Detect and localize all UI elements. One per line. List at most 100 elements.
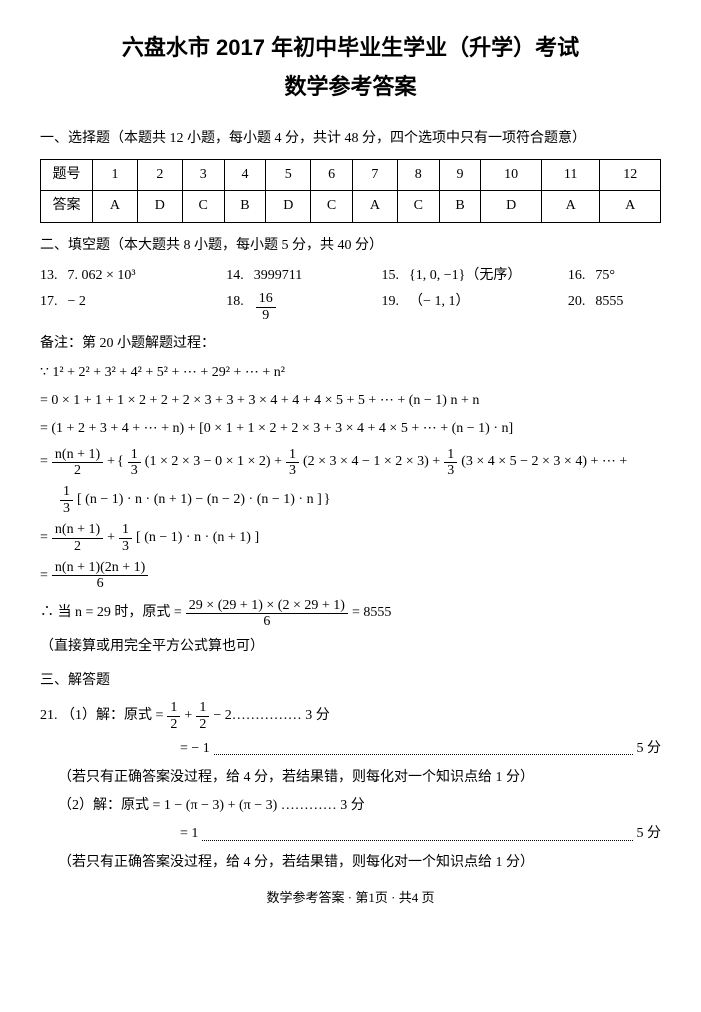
mc-ans: A	[93, 191, 138, 222]
fill-row-1: 13. 7. 062 × 10³ 14. 3999711 15. {1, 0, −1}…	[40, 265, 661, 287]
multiple-choice-table: 题号 1 2 3 4 5 6 7 8 9 10 11 12 答案 A D C B…	[40, 159, 661, 223]
math-step: = n(n + 1)(2n + 1) 6	[40, 560, 661, 592]
q21-2-result-row: = 1 5 分	[40, 823, 661, 845]
fill-no: 20.	[568, 291, 586, 323]
page-footer: 数学参考答案 · 第1页 · 共4 页	[40, 888, 661, 909]
mc-num: 11	[541, 159, 599, 190]
mc-num: 4	[224, 159, 266, 190]
frac-num: 1	[286, 447, 299, 463]
grading-rule: （若只有正确答案没过程，给 4 分，若结果错，则每化对一个知识点给 1 分）	[40, 852, 661, 874]
lbrace: {	[117, 451, 124, 473]
math-step: = n(n + 1) 2 + 1 3 [ (n − 1) · n · (n + …	[40, 522, 661, 554]
fill-no: 19.	[382, 291, 400, 323]
fill-row-2: 17. − 2 18. 16 9 19. （− 1, 1） 20. 8555	[40, 291, 661, 323]
frac-num: 16	[256, 291, 276, 307]
fill-ans-frac: 16 9	[256, 291, 276, 323]
frac-num: n(n + 1)	[52, 522, 103, 538]
frac-den: 6	[94, 576, 107, 591]
mc-num: 5	[266, 159, 311, 190]
mc-ans: C	[311, 191, 353, 222]
frac-den: 3	[60, 501, 73, 516]
q21-1-line: 21. （1）解：原式 = 1 2 + 1 2 − 2…………… 3 分	[40, 700, 661, 732]
term: (3 × 4 × 5 − 2 × 3 × 4) + ⋯ +	[461, 451, 627, 473]
math-step: = 0 × 1 + 1 + 1 × 2 + 2 + 2 × 3 + 3 + 3 …	[40, 390, 661, 412]
math-step: 1 3 [ (n − 1) · n · (n + 1) − (n − 2) · …	[40, 484, 661, 516]
mc-ans: D	[137, 191, 182, 222]
fill-ans: {1, 0, −1}（无序）	[409, 265, 521, 287]
math-step: ∵ 1² + 2² + 3² + 4² + 5² + ⋯ + 29² + ⋯ +…	[40, 362, 661, 384]
term: [ (n − 1) · n · (n + 1) − (n − 2) · (n −…	[77, 489, 322, 511]
fill-ans: 8555	[595, 291, 623, 323]
math-step: = (1 + 2 + 3 + 4 + ⋯ + n) + [0 × 1 + 1 ×…	[40, 418, 661, 440]
eq-sign: =	[40, 451, 48, 473]
section-1-heading: 一、选择题（本题共 12 小题，每小题 4 分，共计 48 分，四个选项中只有一…	[40, 128, 661, 150]
mc-ans: D	[266, 191, 311, 222]
fraction: 1 3	[128, 447, 141, 479]
fill-no: 14.	[226, 265, 244, 287]
frac-num: n(n + 1)(2n + 1)	[52, 560, 148, 576]
fill-no: 13.	[40, 265, 58, 287]
fraction: 1 2	[196, 700, 209, 732]
title-line-1: 六盘水市 2017 年初中毕业生学业（升学）考试	[40, 30, 661, 65]
mc-num: 2	[137, 159, 182, 190]
fraction: 1 3	[119, 522, 132, 554]
mc-ans: C	[182, 191, 224, 222]
q21-2-result: = 1	[40, 823, 198, 845]
mc-num: 10	[481, 159, 542, 190]
result: = 8555	[352, 602, 391, 624]
fill-ans: 7. 062 × 10³	[68, 265, 136, 287]
fraction: 1 3	[286, 447, 299, 479]
frac-num: 1	[167, 700, 180, 716]
fraction: n(n + 1) 2	[52, 522, 103, 554]
mc-ans: A	[352, 191, 397, 222]
eq-sign: =	[40, 527, 48, 549]
grading-rule: （若只有正确答案没过程，给 4 分，若结果错，则每化对一个知识点给 1 分）	[40, 767, 661, 789]
math-step: = n(n + 1) 2 + { 1 3 (1 × 2 × 3 − 0 × 1 …	[40, 447, 661, 479]
mc-num: 9	[439, 159, 481, 190]
q21-1-prefix: 21. （1）解：原式 =	[40, 705, 163, 727]
fraction: n(n + 1)(2n + 1) 6	[52, 560, 148, 592]
dots-line	[214, 743, 633, 755]
plus-sign: +	[107, 451, 115, 473]
term: (1 × 2 × 3 − 0 × 1 × 2) +	[145, 451, 282, 473]
mc-num: 8	[397, 159, 439, 190]
rbrace: }	[324, 489, 331, 511]
mc-ans: C	[397, 191, 439, 222]
frac-num: 1	[119, 522, 132, 538]
fill-ans: 75°	[595, 265, 615, 287]
mc-row-label: 题号	[41, 159, 93, 190]
fill-no: 15.	[382, 265, 400, 287]
math-step: ∴ 当 n = 29 时，原式 = 29 × (29 + 1) × (2 × 2…	[40, 598, 661, 630]
section-2-heading: 二、填空题（本大题共 8 小题，每小题 5 分，共 40 分）	[40, 235, 661, 257]
frac-num: 1	[128, 447, 141, 463]
fill-no: 17.	[40, 291, 58, 323]
fraction: 29 × (29 + 1) × (2 × 29 + 1) 6	[186, 598, 348, 630]
frac-num: 1	[196, 700, 209, 716]
q21-1-result-row: = − 1 5 分	[40, 738, 661, 760]
eq-sign: =	[40, 565, 48, 587]
frac-den: 2	[196, 717, 209, 732]
section-3-heading: 三、解答题	[40, 670, 661, 692]
frac-den: 2	[71, 463, 84, 478]
frac-den: 3	[119, 539, 132, 554]
fill-ans: （− 1, 1）	[409, 291, 469, 323]
mc-ans: A	[541, 191, 599, 222]
frac-num: 1	[60, 484, 73, 500]
fill-ans: 3999711	[254, 265, 302, 287]
fill-ans: − 2	[68, 291, 86, 323]
mc-num: 6	[311, 159, 353, 190]
paren-note: （直接算或用完全平方公式算也可）	[40, 636, 661, 658]
plus-sign: +	[107, 527, 115, 549]
frac-den: 2	[167, 717, 180, 732]
fraction: 1 3	[444, 447, 457, 479]
term: (2 × 3 × 4 − 1 × 2 × 3) +	[303, 451, 440, 473]
mc-num: 7	[352, 159, 397, 190]
frac-den: 9	[259, 308, 272, 323]
frac-den: 3	[128, 463, 141, 478]
fill-no: 18.	[226, 291, 244, 323]
mc-num: 12	[600, 159, 661, 190]
score-label: 5 分	[637, 823, 662, 845]
fraction: 1 2	[167, 700, 180, 732]
q21-1-result: = − 1	[40, 738, 210, 760]
term: [ (n − 1) · n · (n + 1) ]	[136, 527, 259, 549]
